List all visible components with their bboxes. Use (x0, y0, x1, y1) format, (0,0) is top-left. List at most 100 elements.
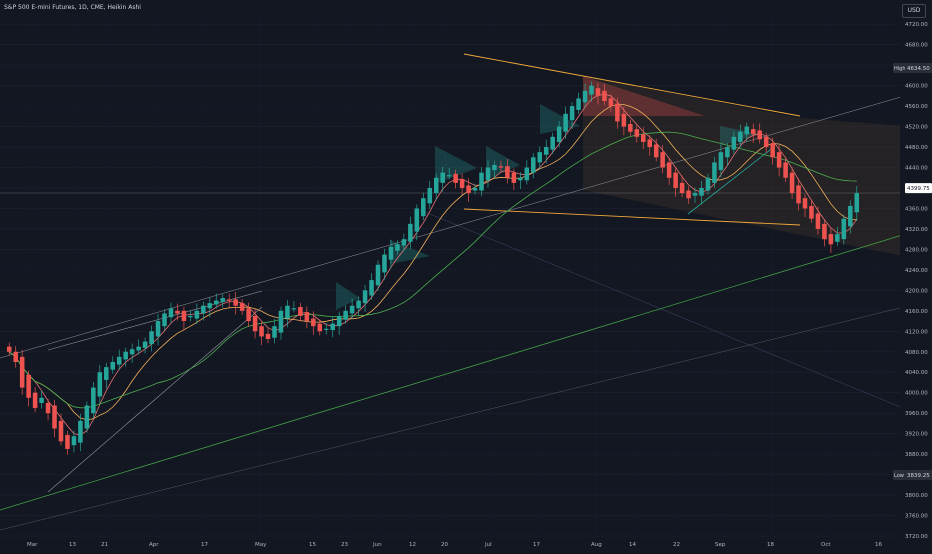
candle-body (142, 341, 148, 348)
price-tick-label: 3760.00 (905, 514, 928, 520)
candle-body (110, 362, 116, 370)
candle-body (408, 223, 413, 242)
candle-body (323, 328, 329, 330)
candle-body (479, 172, 484, 191)
candle-body (6, 346, 12, 352)
candle-body (194, 310, 200, 319)
candle-body (505, 166, 510, 178)
candle-body (123, 351, 128, 360)
price-tick-label: 4520.00 (905, 125, 928, 131)
time-tick-label: 15 (309, 542, 316, 548)
candle-body (129, 349, 135, 355)
ma-slow-line (8, 131, 857, 409)
candle-body (608, 98, 614, 107)
candle-body (854, 193, 860, 213)
time-tick-label: Mar (27, 542, 38, 548)
grid (0, 14, 900, 537)
candle-body (220, 298, 225, 302)
candle-body (556, 126, 562, 142)
time-tick-label: Jul (484, 542, 492, 548)
candle-body (311, 318, 316, 327)
price-tick-label: 4480.00 (905, 145, 928, 151)
low-price-tag-value: 3839.25 (907, 473, 930, 479)
candle-body (32, 392, 38, 409)
candle-body (382, 254, 387, 273)
candle-body (349, 305, 355, 314)
price-tick-label: 4360.00 (905, 206, 928, 212)
candle-body (362, 290, 368, 304)
candle-body (440, 172, 445, 183)
time-tick-label: 20 (441, 542, 448, 548)
price-tick-label: 4720.00 (905, 22, 928, 28)
candle-body (272, 326, 277, 338)
candle-body (388, 246, 394, 260)
price-tick-label: 4040.00 (905, 370, 928, 376)
candle-body (666, 162, 672, 178)
candle-body (511, 172, 517, 183)
candle-body (796, 185, 801, 204)
candle-body (149, 331, 154, 345)
candle-body (259, 326, 264, 337)
candle-body (421, 198, 426, 217)
time-tick-label: 22 (673, 542, 680, 548)
candle-body (828, 234, 834, 245)
candle-body (181, 310, 187, 322)
price-tick-label: 4320.00 (905, 227, 928, 233)
candle-body (65, 434, 70, 449)
candle-body (809, 205, 814, 219)
time-tick-label: 17 (533, 542, 540, 548)
candle-body (336, 315, 342, 327)
candle-body (162, 313, 167, 327)
time-tick-label: 21 (101, 542, 108, 548)
candle-body (692, 193, 698, 196)
price-tick-label: 4080.00 (905, 350, 928, 356)
time-axis[interactable]: Mar 13 21 Apr 17 May 15 23 Jun 12 20 Jul 17 Aug 14 22 Se… (27, 542, 882, 548)
candle-body (472, 188, 478, 191)
candle-body (634, 129, 640, 137)
candle-body (246, 308, 251, 322)
price-tick-label: 3800.00 (905, 493, 928, 499)
currency-button[interactable]: USD (902, 4, 926, 18)
diagonal-down-line (419, 209, 932, 421)
candle-body (653, 144, 659, 158)
candle-body (78, 420, 83, 443)
candle-body (718, 152, 724, 171)
candle-body (492, 164, 497, 171)
price-tick-label: 4680.00 (905, 43, 928, 49)
candle-body (725, 147, 730, 158)
time-tick-label: Jun (372, 542, 382, 548)
candle-body (168, 308, 174, 318)
price-tick-label: 4600.00 (905, 84, 928, 90)
candle-body (569, 106, 575, 121)
candle-body (84, 405, 90, 429)
candle-body (595, 88, 601, 96)
candle-body (453, 173, 458, 183)
candle-body (459, 179, 465, 188)
candle-body (45, 402, 51, 414)
candle-body (291, 308, 297, 310)
candle-body (401, 239, 407, 246)
candle-body (433, 177, 439, 194)
candle-body (543, 147, 549, 155)
candle-body (239, 303, 245, 311)
candle-body (252, 315, 258, 332)
upper-trendline (463, 53, 801, 117)
candle-body (848, 205, 853, 227)
time-tick-label: 17 (201, 542, 208, 548)
candle-body (524, 167, 530, 181)
price-axis[interactable]: 4720.004680.004640.004600.004560.004520.… (893, 0, 932, 550)
time-tick-label: 16 (875, 542, 882, 548)
candle-body (822, 223, 827, 240)
support-line (0, 225, 932, 511)
candle-body (395, 244, 400, 251)
high-price-tag-label: High (894, 66, 906, 72)
candles (6, 81, 860, 455)
low-price-tag-label: Low (894, 473, 904, 479)
candle-body (705, 177, 711, 191)
candle-body (466, 185, 471, 194)
candle-body (485, 167, 491, 181)
low-price-tag: Low 3839.25 (893, 469, 932, 480)
candle-body (841, 218, 847, 240)
